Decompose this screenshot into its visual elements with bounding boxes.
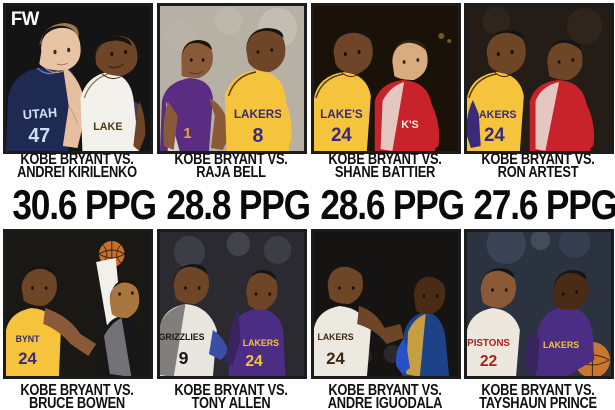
svg-text:UTAH: UTAH <box>22 105 57 123</box>
svg-text:24: 24 <box>331 124 352 145</box>
svg-text:24: 24 <box>484 124 505 145</box>
svg-text:FW: FW <box>11 8 40 29</box>
svg-text:LAKERS: LAKERS <box>317 332 353 342</box>
svg-text:LAKERS: LAKERS <box>543 340 579 350</box>
svg-text:24: 24 <box>18 349 37 368</box>
svg-text:LAKERS: LAKERS <box>243 338 279 348</box>
svg-text:LAKE: LAKE <box>93 121 122 133</box>
svg-text:PISTONS: PISTONS <box>467 338 510 349</box>
svg-text:LAKE'S: LAKE'S <box>320 107 363 121</box>
svg-text:22: 22 <box>480 353 498 370</box>
svg-text:24: 24 <box>326 349 345 368</box>
svg-text:LAKERS: LAKERS <box>234 107 282 121</box>
svg-text:47: 47 <box>28 125 50 147</box>
svg-text:GRIZZLIES: GRIZZLIES <box>160 332 205 342</box>
svg-text:9: 9 <box>179 348 189 368</box>
svg-text:8: 8 <box>253 125 264 147</box>
svg-text:1: 1 <box>183 126 191 142</box>
svg-text:BYNT: BYNT <box>16 334 41 344</box>
svg-text:K'S: K'S <box>401 119 419 131</box>
svg-text:24: 24 <box>245 353 263 370</box>
